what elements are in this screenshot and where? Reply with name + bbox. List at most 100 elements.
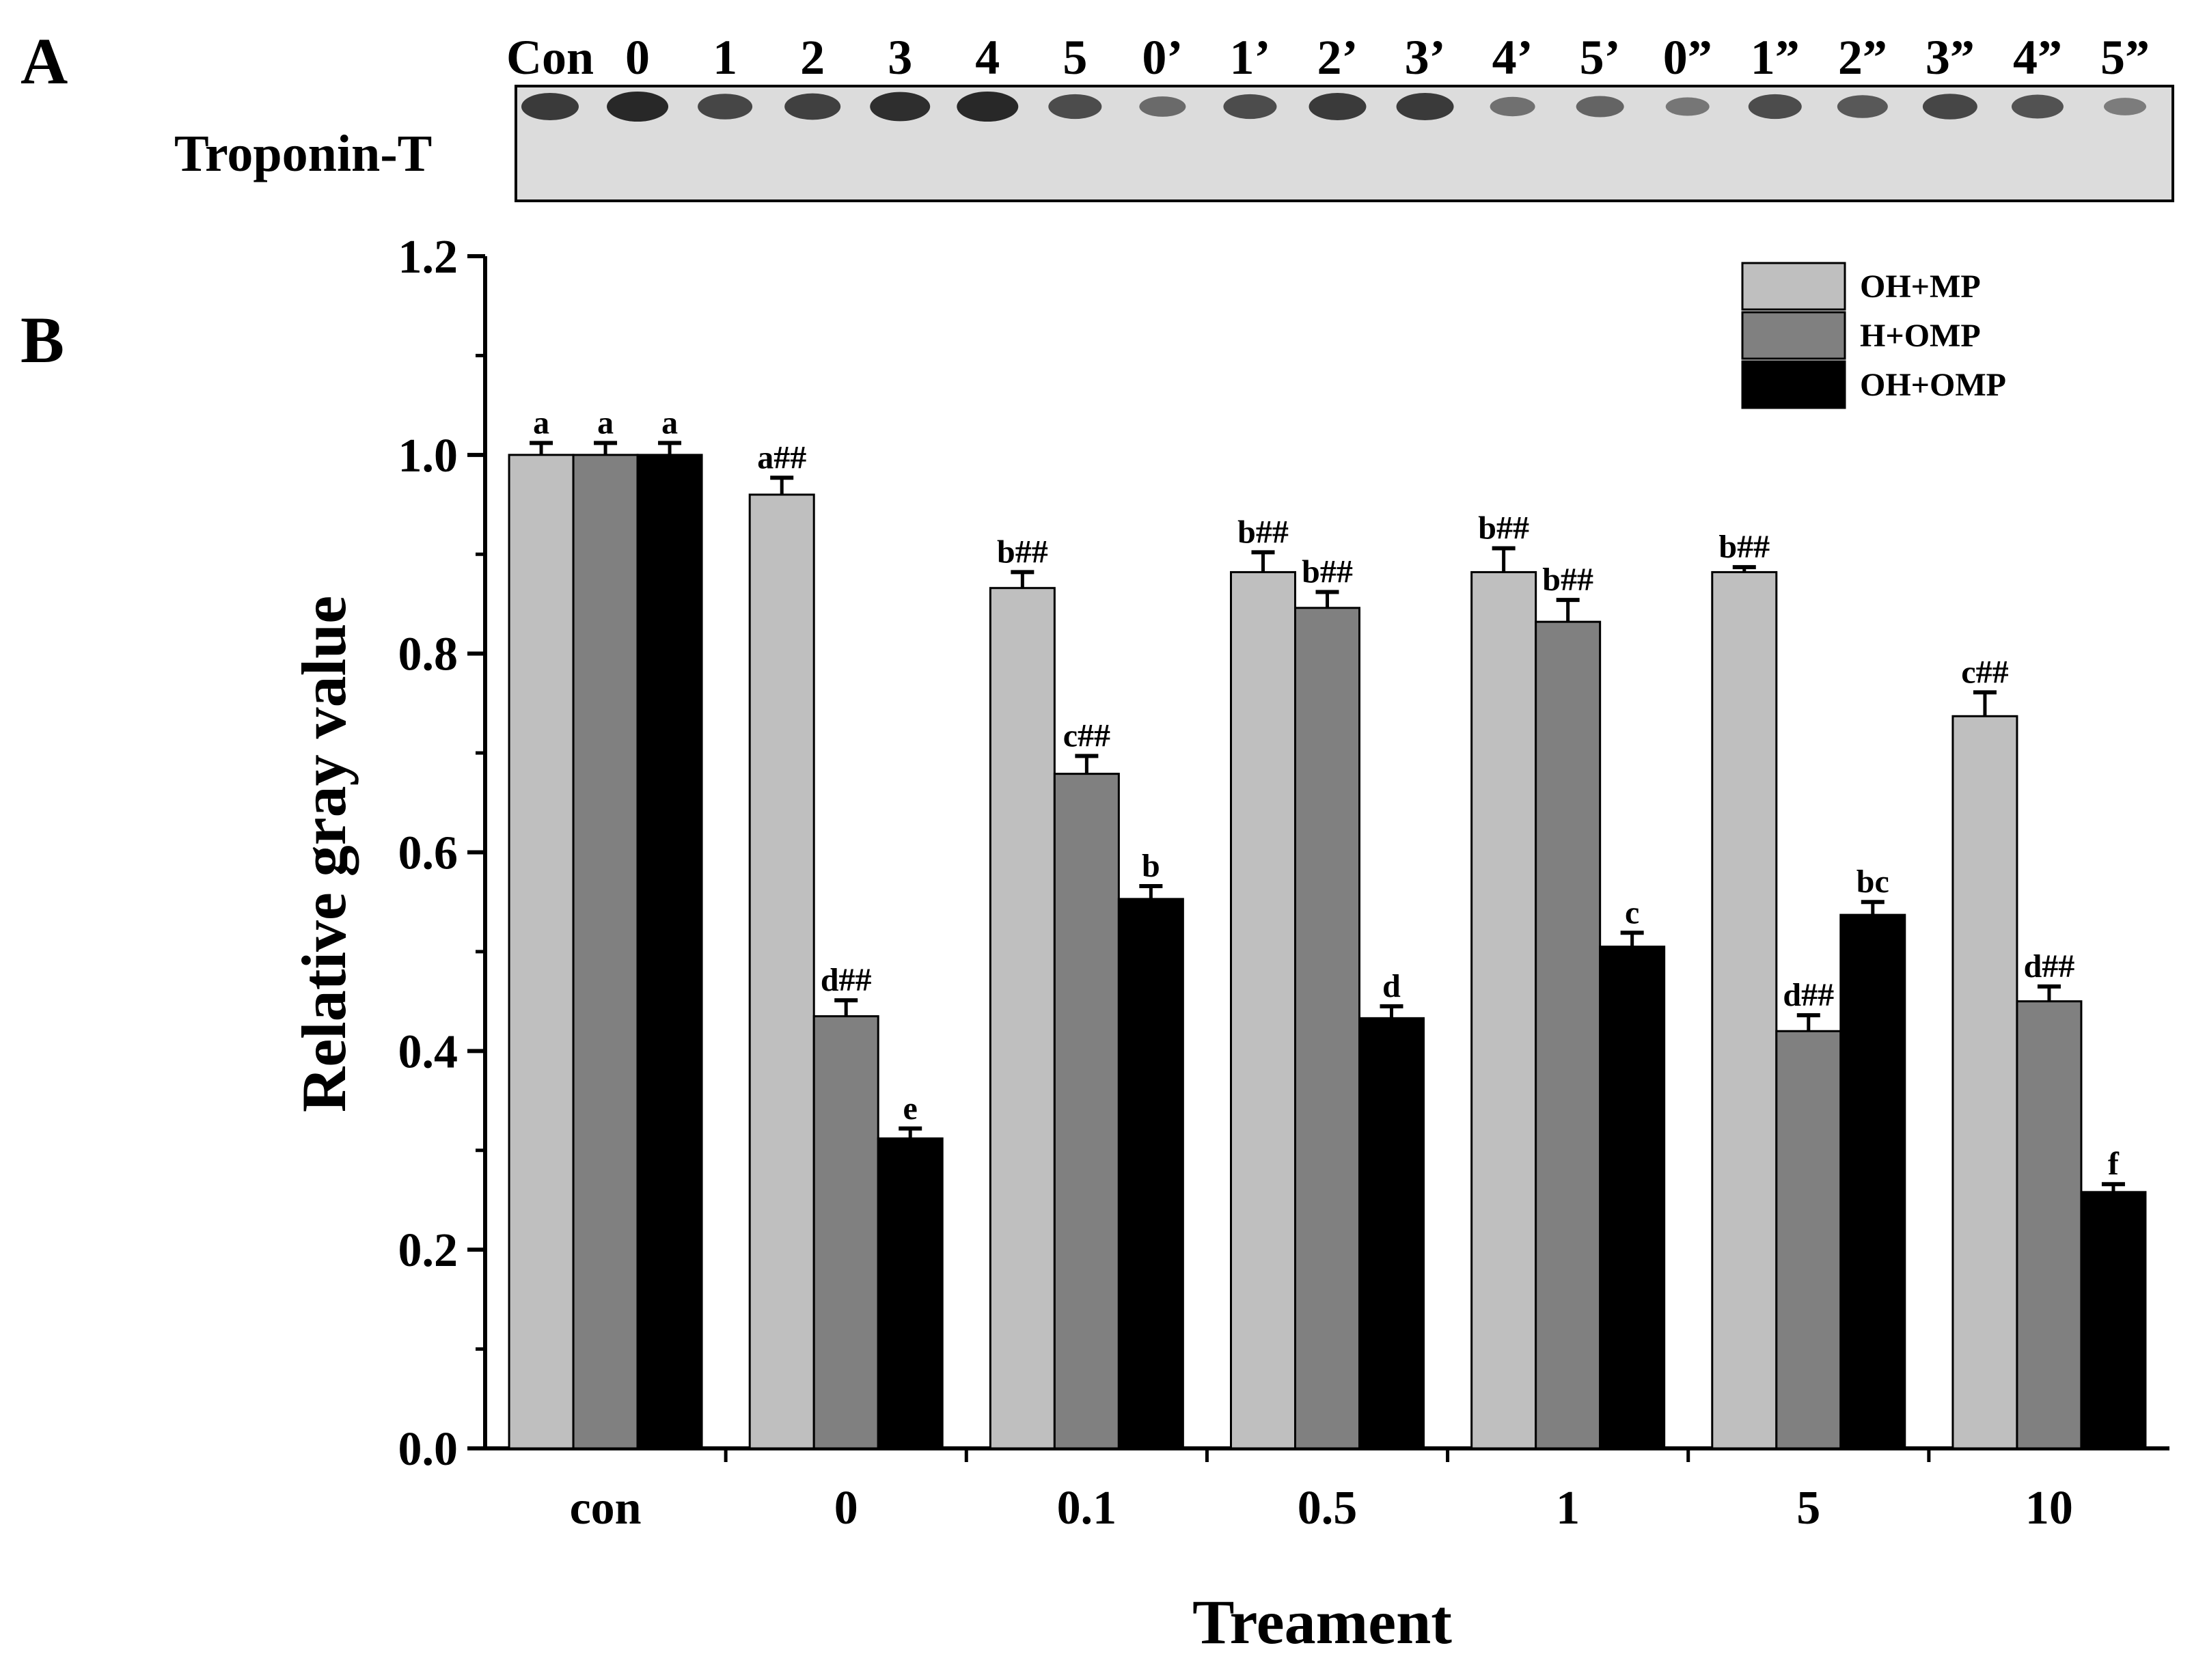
blot-band (698, 94, 753, 120)
significance-label: b## (1302, 554, 1353, 590)
blot-band (1922, 94, 1977, 120)
y-tick-label: 1.0 (398, 430, 458, 482)
lane-label: 5 (1063, 30, 1087, 85)
bars (508, 454, 2147, 1450)
significance-label: b## (1478, 510, 1529, 547)
x-tick-label: 10 (2025, 1482, 2073, 1534)
lane-label: 5” (2100, 30, 2150, 85)
panel-a-label: A (20, 25, 68, 98)
bar-oh-omp (2080, 1191, 2147, 1450)
blot-band (1309, 92, 1367, 121)
blot-band (1748, 94, 1802, 120)
lane-label: 5’ (1580, 30, 1621, 85)
bar-oh-omp (636, 454, 703, 1450)
significance-label: bc (1857, 864, 1889, 900)
lane-label: 2” (1838, 30, 1887, 85)
lane-label: 1” (1751, 30, 1800, 85)
significance-label: d (1382, 968, 1401, 1004)
bar-oh-mp (748, 493, 815, 1450)
bar-h-omp (1775, 1030, 1842, 1450)
blot-band (870, 92, 931, 122)
bar-oh-omp (1599, 946, 1666, 1450)
bar-oh-mp (1470, 570, 1537, 1450)
significance-label: b## (1237, 514, 1289, 550)
x-tick-label: 1 (1556, 1482, 1580, 1534)
y-tick-label: 0.2 (398, 1224, 458, 1277)
significance-label: c## (1063, 717, 1110, 754)
bar-h-omp (572, 454, 639, 1450)
lane-label: 1’ (1229, 30, 1270, 85)
legend-swatch (1741, 360, 1846, 409)
bar-h-omp (1535, 620, 1602, 1450)
blot-band (2104, 98, 2146, 115)
x-tick-label: con (570, 1482, 642, 1534)
significance-label: b## (997, 534, 1048, 570)
blot-band (1396, 92, 1454, 121)
blot-band (1139, 96, 1186, 117)
x-tick-label: 0.5 (1298, 1482, 1358, 1534)
legend-label: H+OMP (1860, 318, 1981, 354)
bar-oh-mp (1711, 570, 1778, 1450)
lane-label: 0’ (1142, 30, 1183, 85)
blot-band (521, 92, 579, 121)
significance-label: d## (2024, 948, 2075, 984)
bar-oh-omp (1839, 913, 1906, 1450)
bar-h-omp (1294, 607, 1360, 1450)
y-axis: 0.0 0.2 0.4 0.6 0.8 1.0 1.2 (398, 231, 487, 1476)
y-tick-label: 0.4 (398, 1025, 458, 1078)
blot-band (1576, 96, 1624, 118)
blot-band (957, 92, 1019, 122)
lane-label: 4’ (1492, 30, 1533, 85)
significance-label: f (2108, 1146, 2120, 1182)
y-tick-label: 0.6 (398, 827, 458, 880)
legend: OH+MP H+OMP OH+OMP (1741, 262, 2006, 409)
significance-labels: a a## b## b## b## b## c## a d## c## b## b## d## d## a e… (533, 404, 2120, 1182)
significance-label: d## (821, 962, 872, 998)
significance-label: a (661, 404, 678, 441)
x-axis-title: Treament (1192, 1587, 1452, 1657)
y-tick-label: 0.8 (398, 629, 458, 681)
significance-label: a (533, 404, 549, 441)
error-bars (530, 441, 2125, 1192)
troponin-t-label: Troponin-T (174, 125, 432, 182)
significance-label: c (1625, 894, 1639, 931)
blot-band (1223, 94, 1277, 120)
legend-swatch (1741, 262, 1846, 311)
legend-label: OH+OMP (1860, 367, 2006, 403)
lane-label: 3 (888, 30, 912, 85)
legend-swatch (1741, 311, 1846, 360)
bar-oh-mp (1230, 570, 1296, 1450)
x-tick-label: 5 (1796, 1482, 1820, 1534)
significance-label: b (1142, 848, 1160, 884)
y-tick-label: 1.2 (398, 231, 458, 284)
lane-label: 4” (2013, 30, 2062, 85)
blot-band (784, 93, 841, 120)
blot-band (607, 92, 669, 122)
blot-band (1665, 97, 1710, 116)
blot-bands (521, 92, 2146, 122)
x-axis: con 0 0.1 0.5 1 5 10 (485, 1446, 2169, 1534)
lane-label: 0” (1663, 30, 1712, 85)
significance-label: e (903, 1090, 918, 1127)
lane-labels: Con 0 1 2 3 4 5 0’ 1’ 2’ 3’ 4’ 5’ 0” 1” 2” 3” 4” 5” (506, 30, 2150, 85)
bar-h-omp (2016, 1000, 2083, 1450)
x-tick-label: 0 (834, 1482, 858, 1534)
blot-band (1490, 96, 1535, 117)
significance-label: a (597, 404, 614, 441)
blot-band (1048, 94, 1102, 120)
lane-label: 2’ (1317, 30, 1358, 85)
blot-band (1837, 95, 1888, 118)
bar-oh-omp (877, 1137, 944, 1450)
lane-label: 4 (975, 30, 1000, 85)
bar-chart: 0.0 0.2 0.4 0.6 0.8 1.0 1.2 con 0 0.1 0.5 1 5 10 a a#… (289, 231, 2169, 1657)
significance-label: d## (1783, 977, 1834, 1013)
significance-label: b## (1718, 529, 1770, 565)
significance-label: b## (1542, 562, 1593, 598)
lane-label: 3’ (1405, 30, 1446, 85)
bar-oh-mp (989, 587, 1056, 1450)
panel-b-label: B (20, 303, 64, 376)
legend-label: OH+MP (1860, 268, 1981, 305)
lane-label: 2 (800, 30, 825, 85)
bar-oh-mp (508, 454, 575, 1450)
